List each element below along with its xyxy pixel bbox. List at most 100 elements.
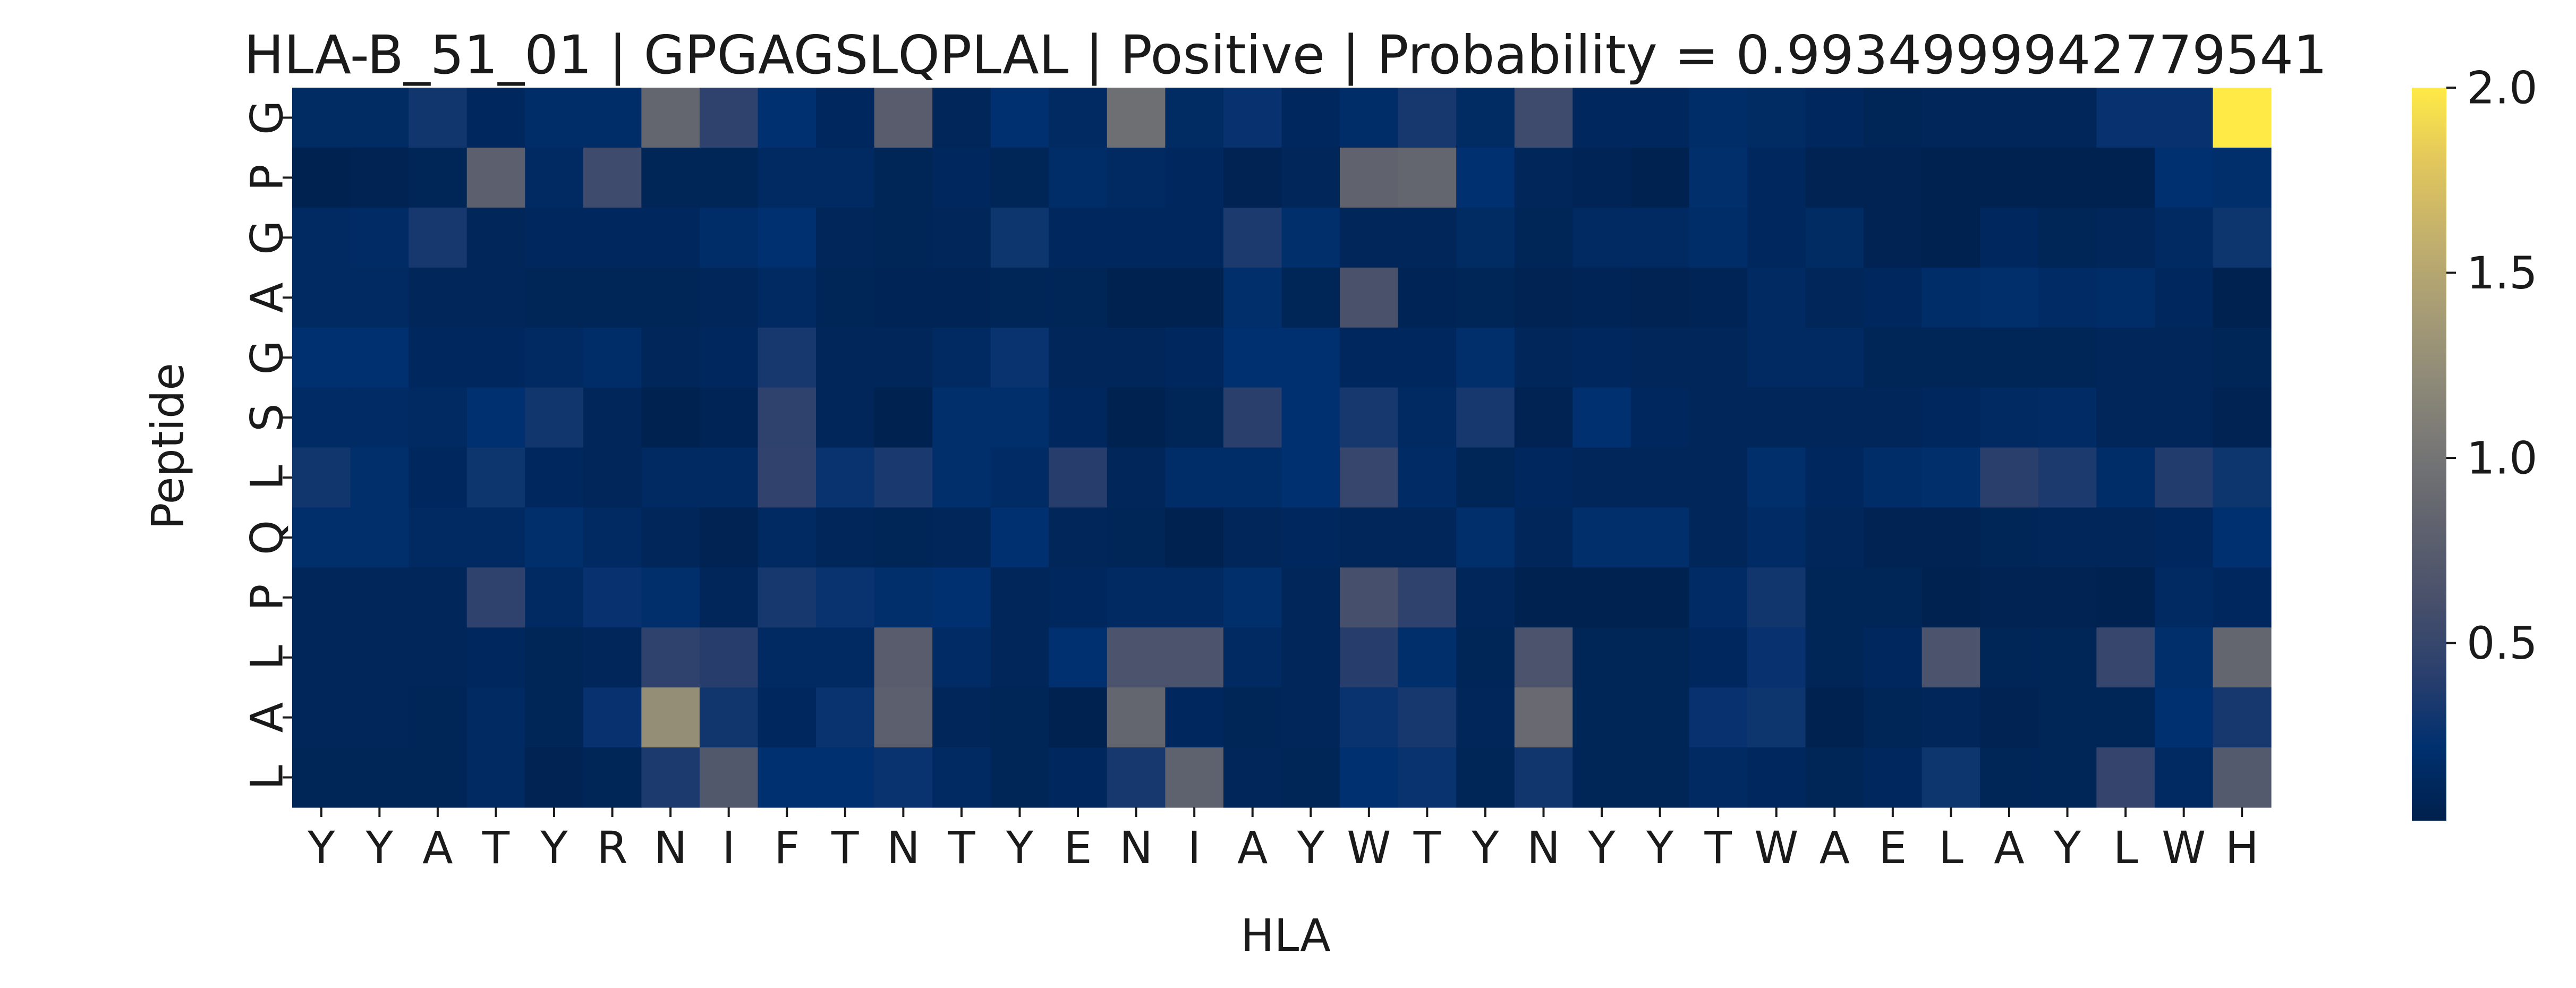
heatmap-cell xyxy=(932,88,991,148)
y-tick-label: L xyxy=(241,645,293,670)
heatmap-cell xyxy=(990,88,1049,148)
heatmap-cell xyxy=(758,627,817,688)
heatmap-cell xyxy=(292,507,351,568)
x-tick-label: E xyxy=(1064,822,1092,874)
heatmap-cell xyxy=(1747,327,1806,388)
heatmap-cell xyxy=(1165,567,1224,628)
heatmap-cell xyxy=(1398,627,1457,688)
heatmap-cell xyxy=(583,567,642,628)
heatmap-cell xyxy=(990,687,1049,748)
heatmap-cell xyxy=(2038,627,2097,688)
heatmap-cell xyxy=(2154,567,2214,628)
heatmap-cell xyxy=(758,687,817,748)
heatmap-cell xyxy=(2096,147,2155,208)
heatmap-cell xyxy=(1165,747,1224,808)
heatmap-cell xyxy=(1630,567,1690,628)
heatmap-cell xyxy=(816,147,875,208)
heatmap-cell xyxy=(1922,687,1980,748)
heatmap-cell xyxy=(1049,267,1108,328)
heatmap-cell xyxy=(874,507,933,568)
heatmap-cell xyxy=(932,747,991,808)
x-tick-label: Y xyxy=(1587,822,1616,874)
heatmap-cell xyxy=(1630,267,1690,328)
heatmap-cell xyxy=(1805,747,1864,808)
heatmap-cell xyxy=(1572,447,1631,508)
heatmap-cell xyxy=(1223,207,1282,268)
heatmap-cell xyxy=(874,267,933,328)
heatmap-cell xyxy=(816,387,875,448)
heatmap-cell xyxy=(1805,267,1864,328)
heatmap-cell xyxy=(2154,747,2214,808)
heatmap-cell xyxy=(292,447,351,508)
heatmap-cell xyxy=(466,207,525,268)
y-tick-label: S xyxy=(241,403,293,431)
heatmap-cell xyxy=(1864,88,1923,148)
heatmap-cell xyxy=(2213,88,2272,148)
heatmap-cell xyxy=(1922,627,1980,688)
heatmap-cell xyxy=(1747,207,1806,268)
x-tick-label: A xyxy=(1820,822,1850,874)
heatmap-cell xyxy=(466,267,525,328)
heatmap-cell xyxy=(1864,447,1923,508)
heatmap-cell xyxy=(1049,507,1108,568)
heatmap-cell xyxy=(874,627,933,688)
heatmap-cell xyxy=(1922,147,1980,208)
heatmap-cell xyxy=(699,507,759,568)
heatmap-cell xyxy=(1165,627,1224,688)
heatmap-cell xyxy=(758,567,817,628)
heatmap-cell xyxy=(1165,88,1224,148)
chart-title: HLA-B_51_01 | GPGAGSLQPLAL | Positive | … xyxy=(244,24,2327,86)
heatmap-cell xyxy=(641,147,700,208)
heatmap-cell xyxy=(2213,687,2272,748)
heatmap-cell xyxy=(2213,327,2272,388)
heatmap-cell xyxy=(2213,207,2272,268)
heatmap-cell xyxy=(1398,747,1457,808)
heatmap-cell xyxy=(1572,88,1631,148)
heatmap-cell xyxy=(466,447,525,508)
heatmap-cell xyxy=(1514,327,1573,388)
heatmap-cell xyxy=(1398,207,1457,268)
heatmap-cell xyxy=(2038,687,2097,748)
heatmap-cell xyxy=(990,327,1049,388)
heatmap-cell xyxy=(1281,687,1340,748)
heatmap-cell xyxy=(874,147,933,208)
heatmap-cell xyxy=(409,88,467,148)
heatmap-cell xyxy=(409,207,467,268)
heatmap-cell xyxy=(583,627,642,688)
heatmap-cell xyxy=(1398,387,1457,448)
y-tick-label: G xyxy=(241,100,293,135)
heatmap-cell xyxy=(292,88,351,148)
heatmap-cell xyxy=(525,747,584,808)
heatmap-cell xyxy=(2038,567,2097,628)
heatmap-cell xyxy=(1864,327,1923,388)
heatmap-cell xyxy=(758,447,817,508)
heatmap-cell xyxy=(2038,387,2097,448)
heatmap-cell xyxy=(350,147,409,208)
heatmap-cell xyxy=(1281,88,1340,148)
heatmap-cell xyxy=(2038,447,2097,508)
heatmap-cell xyxy=(1514,747,1573,808)
heatmap-cell xyxy=(1747,747,1806,808)
heatmap-cell xyxy=(1281,567,1340,628)
heatmap-cell xyxy=(2096,747,2155,808)
heatmap-cell xyxy=(2096,387,2155,448)
heatmap-cell xyxy=(292,267,351,328)
heatmap-cell xyxy=(1340,687,1399,748)
heatmap-cell xyxy=(641,207,700,268)
heatmap-cell xyxy=(2213,507,2272,568)
heatmap-cell xyxy=(699,207,759,268)
y-tick-labels: GPGAGSLQPLAL xyxy=(241,100,293,790)
heatmap-cell xyxy=(1805,387,1864,448)
y-tick-label: P xyxy=(241,584,293,611)
heatmap-cell xyxy=(874,88,933,148)
heatmap-cell xyxy=(1747,447,1806,508)
heatmap-cell xyxy=(699,567,759,628)
x-tick-label: Y xyxy=(1006,822,1034,874)
heatmap-cell xyxy=(2154,507,2214,568)
heatmap-cell xyxy=(816,88,875,148)
heatmap-cell xyxy=(1630,507,1690,568)
heatmap-cell xyxy=(1572,267,1631,328)
heatmap-cell xyxy=(2096,267,2155,328)
heatmap-cell xyxy=(1980,507,2039,568)
x-tick-label: T xyxy=(482,822,510,874)
